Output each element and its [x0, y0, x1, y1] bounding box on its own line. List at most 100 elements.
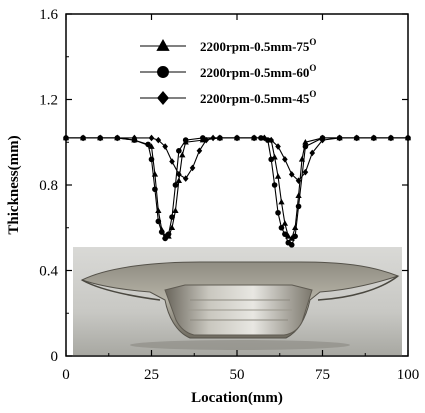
data-point-diamond: [268, 136, 275, 144]
data-point-diamond: [282, 156, 288, 163]
data-point-triangle: [175, 177, 182, 184]
data-point-diamond: [162, 143, 168, 150]
axes: 0 25 50 75 100 0 0.4 0.8 1.2 1.6: [39, 7, 419, 383]
legend-label-text: 2200rpm-0.5mm-45: [200, 91, 310, 106]
data-point-circle: [152, 186, 158, 193]
x-axis-title: Location(mm): [191, 390, 283, 406]
data-point-diamond: [182, 175, 189, 182]
series-line-diamond: [66, 137, 408, 182]
x-tick-label: 0: [62, 367, 70, 383]
data-point-diamond: [196, 147, 203, 155]
data-point-circle: [169, 214, 175, 220]
data-point-circle: [292, 233, 298, 240]
data-point-circle: [302, 143, 309, 150]
legend-marker-circle: [157, 66, 169, 78]
data-point-diamond: [131, 134, 138, 142]
data-point-circle: [268, 156, 275, 163]
x-tick-label: 75: [315, 367, 330, 383]
data-point-diamond: [169, 158, 175, 165]
data-point-diamond: [388, 134, 394, 142]
y-tick-label: 0: [51, 349, 59, 365]
data-point-circle: [155, 218, 162, 225]
data-point-diamond: [210, 134, 216, 142]
data-point-diamond: [189, 164, 196, 172]
legend-entry-circle: 2200rpm-0.5mm-60O: [140, 63, 316, 80]
data-point-triangle: [179, 151, 186, 158]
data-point-triangle: [274, 173, 282, 179]
y-tick-label: 1.2: [39, 93, 58, 109]
data-point-triangle: [172, 207, 179, 213]
data-point-circle: [172, 182, 179, 188]
series-line-triangle: [66, 137, 408, 240]
series-triangle: [62, 134, 412, 241]
x-tick-label: 100: [397, 367, 420, 383]
legend-marker-diamond: [157, 91, 169, 105]
data-point-triangle: [168, 224, 176, 231]
data-point-diamond: [295, 177, 302, 185]
data-point-circle: [176, 147, 182, 154]
data-point-circle: [182, 137, 189, 143]
data-point-triangle: [292, 224, 299, 231]
y-tick-label: 0.4: [39, 264, 58, 280]
data-point-diamond: [176, 171, 182, 178]
data-point-diamond: [80, 134, 86, 142]
data-point-triangle: [155, 207, 162, 213]
data-point-diamond: [319, 136, 326, 144]
data-point-diamond: [302, 168, 309, 176]
data-point-diamond: [261, 134, 268, 142]
data-point-circle: [158, 229, 165, 235]
legend-label-text: 2200rpm-0.5mm-75: [200, 39, 310, 54]
data-point-triangle: [302, 138, 309, 145]
data-point-circle: [145, 141, 151, 148]
data-point-diamond: [97, 134, 104, 142]
legend-label: 2200rpm-0.5mm-75O: [200, 37, 316, 54]
data-point-circle: [282, 231, 288, 237]
data-point-diamond: [353, 134, 360, 142]
y-axis-title: Thickness(mm): [6, 135, 22, 234]
legend-entry-triangle: 2200rpm-0.5mm-75O: [140, 37, 316, 54]
y-tick-label: 0.8: [39, 178, 58, 194]
data-point-triangle: [281, 220, 289, 226]
x-tick-label: 25: [144, 367, 159, 383]
data-point-circle: [271, 182, 278, 188]
x-tick-label: 50: [230, 367, 245, 383]
legend-label-text: 2200rpm-0.5mm-60: [200, 65, 309, 80]
data-point-triangle: [295, 192, 302, 198]
data-point-circle: [165, 231, 172, 237]
data-point-diamond: [148, 134, 155, 142]
data-point-diamond: [288, 171, 295, 178]
data-point-circle: [295, 203, 302, 210]
data-point-diamond: [63, 134, 69, 142]
data-point-triangle: [148, 143, 155, 149]
legend-label: 2200rpm-0.5mm-60O: [200, 63, 316, 80]
legend-label-superscript: O: [309, 63, 316, 73]
data-point-diamond: [203, 136, 210, 144]
data-point-diamond: [336, 134, 343, 142]
legend-label-superscript: O: [309, 37, 316, 47]
data-point-circle: [148, 156, 155, 163]
legend-label: 2200rpm-0.5mm-45O: [200, 89, 316, 106]
legend: 2200rpm-0.5mm-75O2200rpm-0.5mm-60O2200rp…: [140, 37, 316, 106]
series-layer: [62, 134, 412, 248]
data-point-triangle: [278, 198, 285, 205]
data-point-diamond: [114, 134, 121, 142]
data-point-diamond: [155, 136, 162, 144]
data-point-diamond: [370, 134, 377, 142]
y-tick-label: 1.6: [39, 7, 58, 23]
data-point-diamond: [217, 134, 223, 142]
data-point-triangle: [285, 233, 292, 239]
series-diamond: [63, 134, 411, 185]
data-point-diamond: [275, 143, 281, 150]
legend-marker-triangle: [156, 39, 170, 51]
series-line-circle: [66, 137, 408, 246]
data-point-circle: [162, 235, 168, 242]
data-point-diamond: [309, 149, 316, 157]
data-point-diamond: [251, 134, 257, 142]
data-point-circle: [275, 209, 281, 216]
legend-entry-diamond: 2200rpm-0.5mm-45O: [140, 89, 316, 106]
data-point-diamond: [405, 134, 411, 142]
data-point-triangle: [288, 235, 295, 241]
inset-photo-formed-part: [73, 247, 402, 355]
